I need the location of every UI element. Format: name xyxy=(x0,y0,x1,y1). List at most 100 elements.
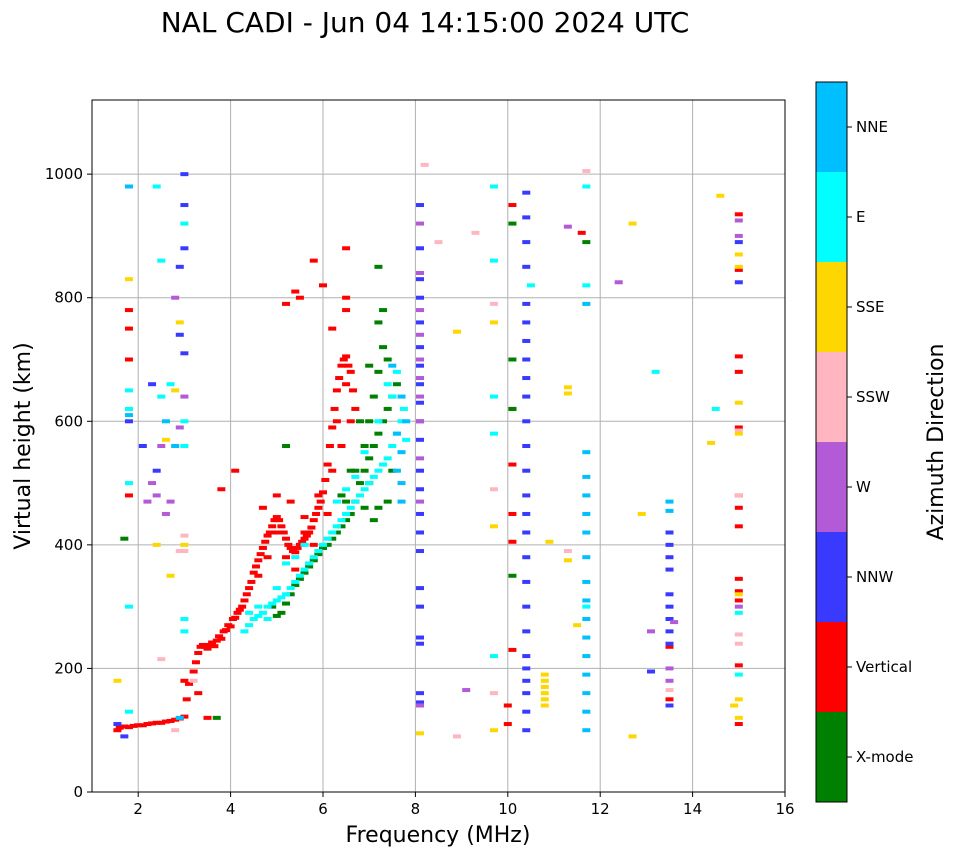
colorbar-label-w: W xyxy=(856,478,871,496)
echo-point-x-mode xyxy=(282,444,291,448)
echo-point-x-mode xyxy=(388,468,397,473)
echo-point-x-mode xyxy=(383,357,392,362)
echo-point-vertical xyxy=(734,722,743,727)
echo-point-vertical xyxy=(734,505,743,510)
echo-point-vertical xyxy=(231,468,240,473)
echo-point-ssw xyxy=(420,162,429,167)
echo-point-w xyxy=(416,703,425,708)
echo-point-vertical xyxy=(129,723,138,728)
echo-point-vertical xyxy=(286,545,295,550)
echo-point-nnw xyxy=(416,511,425,516)
echo-point-vertical xyxy=(256,552,265,557)
echo-point-vertical xyxy=(342,382,351,387)
echo-point-vertical xyxy=(238,604,247,609)
echo-point-vertical xyxy=(208,640,217,645)
echo-point-vertical xyxy=(124,493,133,498)
echo-point-w xyxy=(734,233,743,238)
echo-point-sse xyxy=(489,320,498,325)
echo-point-vertical xyxy=(275,518,284,523)
colorbar-label-e: E xyxy=(856,208,865,226)
echo-point-e xyxy=(651,369,660,374)
echo-point-vertical xyxy=(240,598,249,603)
echo-point-w xyxy=(734,604,743,609)
echo-point-vertical xyxy=(734,576,743,581)
echo-point-vertical xyxy=(337,363,346,368)
echo-point-e xyxy=(360,450,369,455)
echo-point-vertical xyxy=(344,363,353,368)
echo-point-vertical xyxy=(134,723,143,728)
echo-point-vertical xyxy=(295,295,304,300)
echo-point-x-mode xyxy=(360,505,369,510)
echo-point-nne xyxy=(582,672,591,677)
echo-point-nnw xyxy=(416,549,425,554)
echo-point-e xyxy=(489,184,498,189)
echo-point-vertical xyxy=(734,589,743,594)
echo-point-vertical xyxy=(302,533,311,538)
echo-point-sse xyxy=(113,678,122,683)
echo-point-sse xyxy=(563,558,572,563)
echo-point-nnw xyxy=(665,530,674,535)
echo-point-w xyxy=(416,332,425,337)
echo-point-vertical xyxy=(120,724,129,729)
echo-point-vertical xyxy=(323,462,332,467)
echo-point-vertical xyxy=(314,505,323,510)
echo-point-nne xyxy=(582,493,591,498)
echo-point-vertical xyxy=(508,539,517,544)
echo-point-nnw xyxy=(522,579,531,584)
echo-point-w xyxy=(157,444,166,448)
echo-point-w xyxy=(416,308,425,313)
echo-point-e xyxy=(268,601,277,606)
echo-point-e xyxy=(272,598,281,603)
echo-point-w xyxy=(416,271,425,275)
echo-point-nnw xyxy=(416,604,425,609)
azimuth-colorbar: X-mode Vertical NNW W SSW SSE E NNE xyxy=(815,81,913,803)
echo-point-sse xyxy=(628,221,637,226)
echo-point-sse xyxy=(175,320,184,325)
echo-point-w xyxy=(416,357,425,362)
echo-point-vertical xyxy=(191,660,200,665)
echo-point-vertical xyxy=(577,230,586,235)
echo-point-nne xyxy=(582,474,591,479)
echo-point-w xyxy=(416,394,425,399)
echo-point-nnw xyxy=(665,555,674,560)
echo-point-vertical xyxy=(349,388,358,393)
echo-point-vertical xyxy=(330,406,339,411)
echo-point-vertical xyxy=(277,524,286,529)
echo-point-vertical xyxy=(346,419,355,424)
echo-point-e xyxy=(263,617,272,621)
echo-point-e xyxy=(734,610,743,615)
echo-point-vertical xyxy=(263,533,272,538)
echo-point-e xyxy=(300,567,309,572)
echo-point-vertical xyxy=(124,326,133,331)
echo-point-x-mode xyxy=(360,468,369,473)
colorbar-swatch-nne xyxy=(816,82,847,172)
echo-point-vertical xyxy=(321,477,330,482)
echo-point-w xyxy=(143,499,152,504)
echo-point-w xyxy=(665,678,674,683)
echo-point-sse xyxy=(545,539,554,544)
echo-point-e xyxy=(383,382,392,387)
echo-point-e xyxy=(374,468,383,473)
echo-point-w xyxy=(416,221,425,226)
echo-point-vertical xyxy=(734,524,743,529)
echo-point-ssw xyxy=(171,728,180,733)
echo-point-sse xyxy=(628,734,637,739)
echo-point-vertical xyxy=(157,720,166,725)
echo-point-e xyxy=(309,555,318,560)
echo-point-e xyxy=(319,542,327,547)
echo-point-sse xyxy=(637,511,646,516)
colorbar-label-nnw: NNW xyxy=(856,568,893,586)
echo-point-nne xyxy=(397,394,406,399)
colorbar-label-vertical: Vertical xyxy=(856,658,912,676)
echo-point-e xyxy=(355,493,364,498)
echo-point-nne xyxy=(161,419,170,424)
echo-point-nnw xyxy=(416,320,425,325)
echo-point-sse xyxy=(540,684,549,689)
echo-point-nnw xyxy=(665,604,674,609)
echo-point-sse xyxy=(152,542,161,547)
x-tick-label: 8 xyxy=(411,800,421,818)
echo-point-nne xyxy=(582,709,591,714)
echo-point-vertical xyxy=(503,703,512,708)
echo-point-e xyxy=(582,184,591,189)
echo-point-x-mode xyxy=(337,493,346,498)
